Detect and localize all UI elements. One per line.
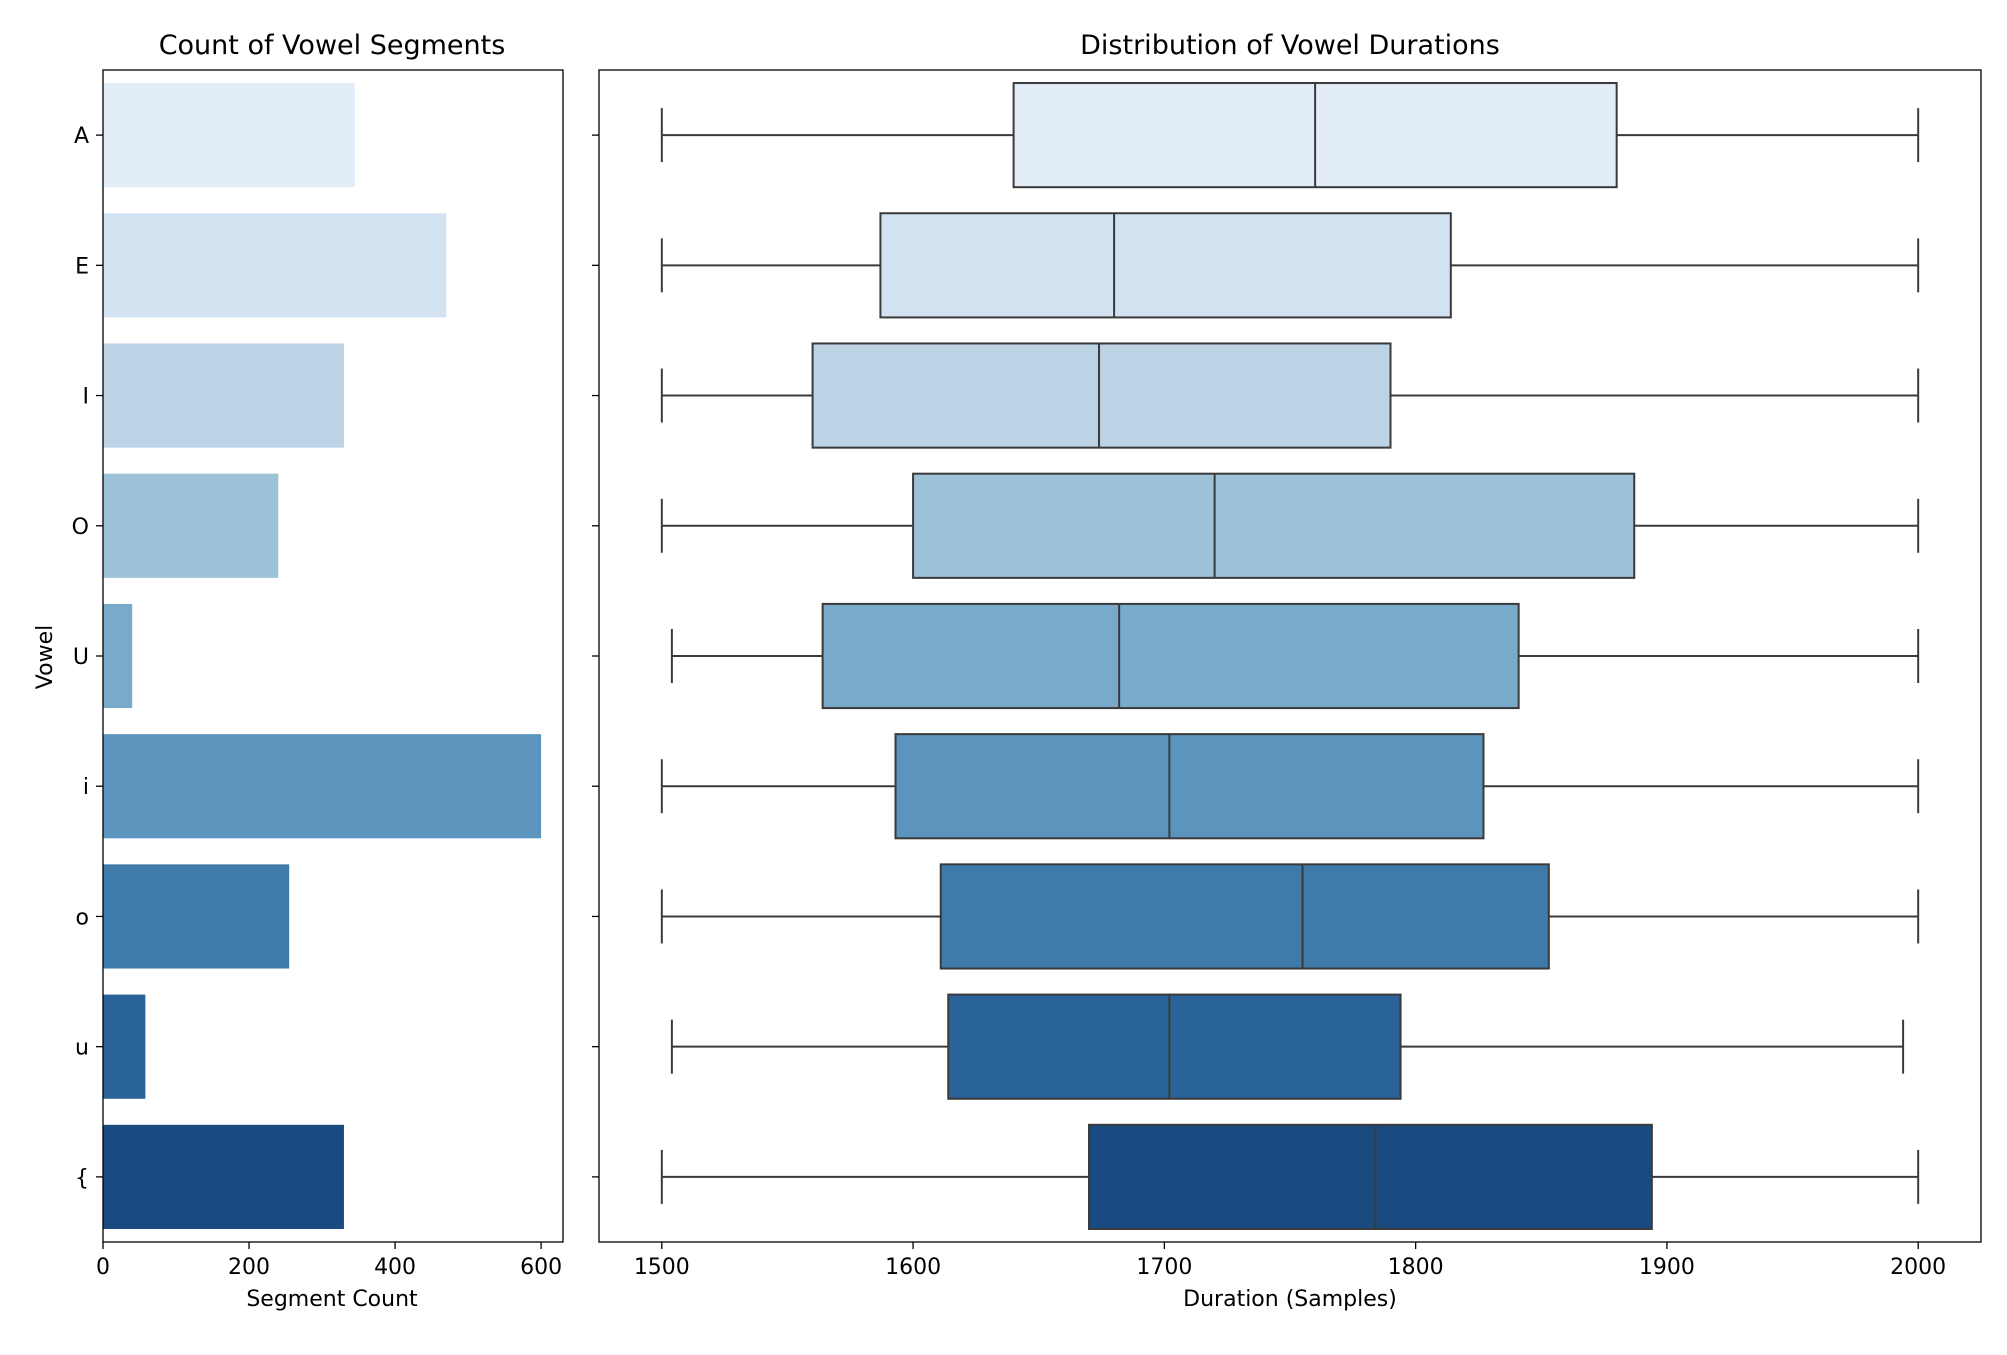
boxes-group <box>660 82 1920 1230</box>
bars-group <box>103 83 542 1229</box>
bar-1 <box>103 213 447 318</box>
box-plot-title: Distribution of Vowel Durations <box>1080 30 1500 61</box>
bar-chart-y-tick-label: A <box>74 124 89 149</box>
box-plot-x-tick-label: 1900 <box>1639 1255 1695 1280</box>
box-plot-x-tick-label: 1700 <box>1136 1255 1192 1280</box>
bar-7 <box>103 994 146 1099</box>
box-plot-x-tick-label: 2000 <box>1890 1255 1946 1280</box>
bar-chart-y-tick-label: I <box>83 385 90 410</box>
bar-0 <box>103 83 355 188</box>
bar-chart-x-tick-label: 400 <box>374 1255 416 1280</box>
box-3 <box>912 472 1636 579</box>
box-plot-frame <box>598 69 1982 1243</box>
bar-chart-y-tick-label: E <box>75 254 89 279</box>
bar-chart-y-tick-label: u <box>75 1036 89 1061</box>
box-plot-y-ticks <box>592 134 599 1178</box>
bar-chart-y-tick-label: i <box>83 775 89 800</box>
box-1 <box>879 212 1452 319</box>
box-plot-x-axis-label: Duration (Samples) <box>1183 1287 1397 1312</box>
bar-chart-x-axis-label: Segment Count <box>246 1287 418 1312</box>
bar-chart-title: Count of Vowel Segments <box>159 30 506 61</box>
box-6 <box>939 863 1550 970</box>
bar-chart-x-tick-label: 0 <box>96 1255 110 1280</box>
box-plot-x-tick-label: 1800 <box>1388 1255 1444 1280</box>
bar-chart-y-tick-labels: A E I O Ui o u { <box>72 124 103 1191</box>
bar-chart-y-tick-label: O <box>72 515 89 540</box>
box-plot-x-tick-label: 1600 <box>885 1255 941 1280</box>
bar-3 <box>103 473 279 578</box>
bar-chart-y-tick-label: o <box>76 905 89 930</box>
box-plot-x-tick-label: 1500 <box>634 1255 690 1280</box>
box-2 <box>811 342 1392 449</box>
box-4 <box>821 602 1520 710</box>
bar-8 <box>103 1124 344 1229</box>
bar-6 <box>103 864 290 969</box>
segment-count-bar-chart: Count of Vowel Segments A E I O Ui o u { 0 200 40… <box>33 30 564 1312</box>
bar-chart-x-tick-labels: 0 200 400 600 <box>96 1242 562 1280</box>
bar-chart-y-axis-label: Vowel <box>33 625 58 689</box>
box-5 <box>894 733 1485 840</box>
bar-5 <box>103 734 542 839</box>
bar-chart-x-tick-label: 600 <box>520 1255 562 1280</box>
box-7 <box>947 993 1402 1100</box>
bar-chart-frame <box>102 69 564 1243</box>
box-plot-x-tick-labels: 1500 1600 1700 1800 1900 2000 <box>634 1242 1946 1280</box>
bar-chart-y-tick-label: { <box>75 1166 89 1191</box>
bar-chart-y-tick-label: U <box>73 645 89 670</box>
bar-2 <box>103 343 344 448</box>
box-8 <box>1087 1123 1653 1230</box>
duration-box-plot: Distribution of Vowel Durations 1500 1600… <box>592 30 1982 1312</box>
bar-chart-x-tick-label: 200 <box>228 1255 270 1280</box>
bar-4 <box>103 603 133 709</box>
